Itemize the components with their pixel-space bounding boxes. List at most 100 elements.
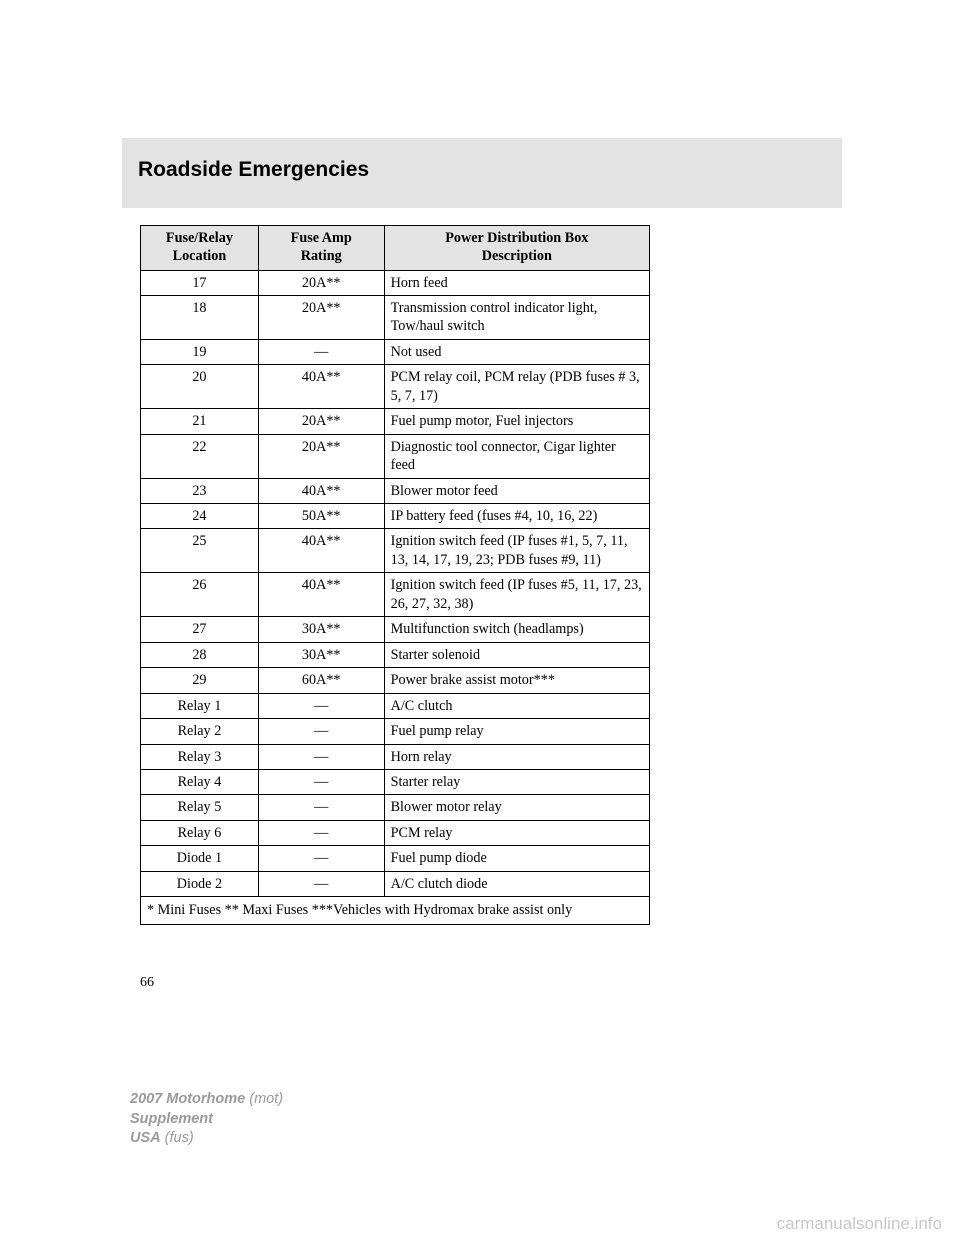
cell-description: Horn feed	[384, 270, 649, 295]
cell-amp: 50A**	[258, 504, 384, 529]
cell-location: 17	[141, 270, 259, 295]
table-row: Diode 2—A/C clutch diode	[141, 871, 650, 896]
cell-description: Fuel pump motor, Fuel injectors	[384, 409, 649, 434]
cell-amp: 40A**	[258, 529, 384, 573]
cell-location: 20	[141, 365, 259, 409]
col-header-text: Power Distribution Box	[445, 230, 588, 246]
table-footnote-row: * Mini Fuses ** Maxi Fuses ***Vehicles w…	[141, 897, 650, 924]
cell-location: 23	[141, 478, 259, 503]
table-row: 2220A**Diagnostic tool connector, Cigar …	[141, 434, 650, 478]
cell-amp: 30A**	[258, 617, 384, 642]
table-row: Relay 6—PCM relay	[141, 820, 650, 845]
cell-description: IP battery feed (fuses #4, 10, 16, 22)	[384, 504, 649, 529]
table-row: Diode 1—Fuel pump diode	[141, 846, 650, 871]
cell-description: Diagnostic tool connector, Cigar lighter…	[384, 434, 649, 478]
table-row: 2340A**Blower motor feed	[141, 478, 650, 503]
cell-description: Blower motor relay	[384, 795, 649, 820]
cell-location: Relay 2	[141, 719, 259, 744]
cell-description: Fuel pump diode	[384, 846, 649, 871]
cell-location: Relay 1	[141, 693, 259, 718]
col-header-amp: Fuse Amp Rating	[258, 226, 384, 271]
cell-description: A/C clutch	[384, 693, 649, 718]
table-head: Fuse/Relay Location Fuse Amp Rating Powe…	[141, 226, 650, 271]
col-header-description: Power Distribution Box Description	[384, 226, 649, 271]
cell-description: Transmission control indicator light, To…	[384, 295, 649, 339]
table-foot: * Mini Fuses ** Maxi Fuses ***Vehicles w…	[141, 897, 650, 924]
cell-amp: 20A**	[258, 409, 384, 434]
cell-amp: 40A**	[258, 478, 384, 503]
cell-amp: 40A**	[258, 573, 384, 617]
cell-description: Power brake assist motor***	[384, 668, 649, 693]
fuse-table: Fuse/Relay Location Fuse Amp Rating Powe…	[140, 225, 650, 925]
table-row: 2450A**IP battery feed (fuses #4, 10, 16…	[141, 504, 650, 529]
cell-amp: —	[258, 795, 384, 820]
cell-description: Horn relay	[384, 744, 649, 769]
manual-model: 2007 Motorhome	[130, 1091, 245, 1107]
cell-location: 22	[141, 434, 259, 478]
table-row: 2540A**Ignition switch feed (IP fuses #1…	[141, 529, 650, 573]
cell-amp: 60A**	[258, 668, 384, 693]
table-row: 2730A**Multifunction switch (headlamps)	[141, 617, 650, 642]
cell-description: Blower motor feed	[384, 478, 649, 503]
cell-description: Starter solenoid	[384, 642, 649, 667]
table-row: 2120A**Fuel pump motor, Fuel injectors	[141, 409, 650, 434]
cell-amp: 20A**	[258, 295, 384, 339]
footer-line-3: USA (fus)	[130, 1129, 283, 1149]
table-row: Relay 5—Blower motor relay	[141, 795, 650, 820]
cell-location: 19	[141, 339, 259, 364]
cell-amp: —	[258, 871, 384, 896]
table-row: Relay 1—A/C clutch	[141, 693, 650, 718]
table-row: 2640A**Ignition switch feed (IP fuses #5…	[141, 573, 650, 617]
table-row: Relay 3—Horn relay	[141, 744, 650, 769]
cell-amp: —	[258, 820, 384, 845]
table-row: 2040A**PCM relay coil, PCM relay (PDB fu…	[141, 365, 650, 409]
col-header-text: Description	[482, 248, 552, 264]
cell-description: Not used	[384, 339, 649, 364]
cell-location: Diode 1	[141, 846, 259, 871]
manual-page: Roadside Emergencies Fuse/Relay Location…	[0, 0, 960, 1242]
cell-description: Ignition switch feed (IP fuses #1, 5, 7,…	[384, 529, 649, 573]
cell-amp: 20A**	[258, 270, 384, 295]
cell-location: 28	[141, 642, 259, 667]
cell-location: Relay 3	[141, 744, 259, 769]
table-row: 19—Not used	[141, 339, 650, 364]
manual-region: USA	[130, 1130, 161, 1146]
cell-location: Relay 4	[141, 770, 259, 795]
footer-line-1: 2007 Motorhome (mot)	[130, 1090, 283, 1110]
table-row: 1720A**Horn feed	[141, 270, 650, 295]
cell-amp: —	[258, 770, 384, 795]
cell-location: 27	[141, 617, 259, 642]
col-header-text: Fuse/Relay	[166, 230, 233, 246]
cell-location: Relay 5	[141, 795, 259, 820]
cell-amp: —	[258, 719, 384, 744]
cell-amp: 20A**	[258, 434, 384, 478]
manual-region-code: (fus)	[165, 1130, 194, 1146]
table-row: Relay 2—Fuel pump relay	[141, 719, 650, 744]
cell-description: PCM relay coil, PCM relay (PDB fuses # 3…	[384, 365, 649, 409]
cell-description: PCM relay	[384, 820, 649, 845]
cell-description: Multifunction switch (headlamps)	[384, 617, 649, 642]
cell-location: Relay 6	[141, 820, 259, 845]
cell-amp: —	[258, 339, 384, 364]
cell-amp: —	[258, 744, 384, 769]
col-header-location: Fuse/Relay Location	[141, 226, 259, 271]
page-number: 66	[140, 975, 154, 991]
col-header-text: Location	[173, 248, 227, 264]
cell-location: 29	[141, 668, 259, 693]
table-row: 1820A**Transmission control indicator li…	[141, 295, 650, 339]
cell-amp: —	[258, 693, 384, 718]
cell-description: Starter relay	[384, 770, 649, 795]
cell-location: Diode 2	[141, 871, 259, 896]
table-row: Relay 4—Starter relay	[141, 770, 650, 795]
table-row: 2830A**Starter solenoid	[141, 642, 650, 667]
table-header-row: Fuse/Relay Location Fuse Amp Rating Powe…	[141, 226, 650, 271]
section-title: Roadside Emergencies	[138, 158, 826, 182]
cell-amp: 40A**	[258, 365, 384, 409]
table-footnote: * Mini Fuses ** Maxi Fuses ***Vehicles w…	[141, 897, 650, 924]
source-watermark: carmanualsonline.info	[777, 1214, 942, 1234]
manual-model-code: (mot)	[249, 1091, 283, 1107]
cell-description: Fuel pump relay	[384, 719, 649, 744]
col-header-text: Fuse Amp	[291, 230, 352, 246]
cell-location: 26	[141, 573, 259, 617]
footer-line-2: Supplement	[130, 1110, 283, 1130]
